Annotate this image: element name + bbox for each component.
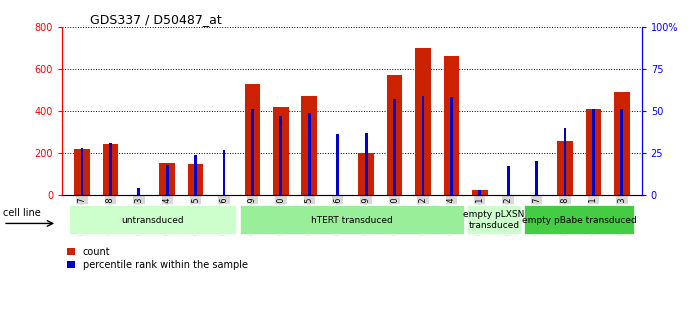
Bar [166, 165, 168, 195]
FancyBboxPatch shape [239, 205, 464, 235]
Bar [422, 96, 424, 195]
Bar [103, 144, 118, 195]
Bar [386, 75, 402, 195]
Bar [415, 48, 431, 195]
Bar [159, 163, 175, 195]
Legend: count, percentile rank within the sample: count, percentile rank within the sample [67, 247, 248, 270]
FancyBboxPatch shape [524, 205, 635, 235]
Bar [308, 113, 310, 195]
Text: hTERT transduced: hTERT transduced [311, 216, 393, 224]
Text: empty pBabe transduced: empty pBabe transduced [522, 216, 637, 224]
FancyBboxPatch shape [69, 205, 237, 235]
FancyBboxPatch shape [467, 205, 522, 235]
Bar [614, 92, 629, 195]
Bar [564, 128, 566, 195]
Bar [535, 161, 538, 195]
Bar [251, 109, 254, 195]
Bar [245, 84, 260, 195]
Bar [586, 109, 601, 195]
Text: cell line: cell line [3, 208, 41, 218]
Bar [75, 149, 90, 195]
Text: empty pLXSN
transduced: empty pLXSN transduced [463, 210, 524, 230]
Bar [558, 141, 573, 195]
Bar [592, 109, 595, 195]
Bar [506, 166, 510, 195]
Bar [478, 190, 481, 195]
Text: GDS337 / D50487_at: GDS337 / D50487_at [90, 13, 221, 27]
Bar [194, 155, 197, 195]
Bar [472, 190, 488, 195]
Bar [450, 97, 453, 195]
Bar [393, 99, 396, 195]
Bar [336, 134, 339, 195]
Bar [109, 143, 112, 195]
Bar [302, 96, 317, 195]
Bar [81, 148, 83, 195]
Bar [223, 150, 226, 195]
Bar [188, 164, 204, 195]
Bar [137, 188, 140, 195]
Bar [444, 56, 459, 195]
Bar [365, 133, 368, 195]
Bar [358, 153, 374, 195]
Bar [620, 109, 623, 195]
Text: untransduced: untransduced [121, 216, 184, 224]
Bar [273, 107, 288, 195]
Bar [279, 116, 282, 195]
